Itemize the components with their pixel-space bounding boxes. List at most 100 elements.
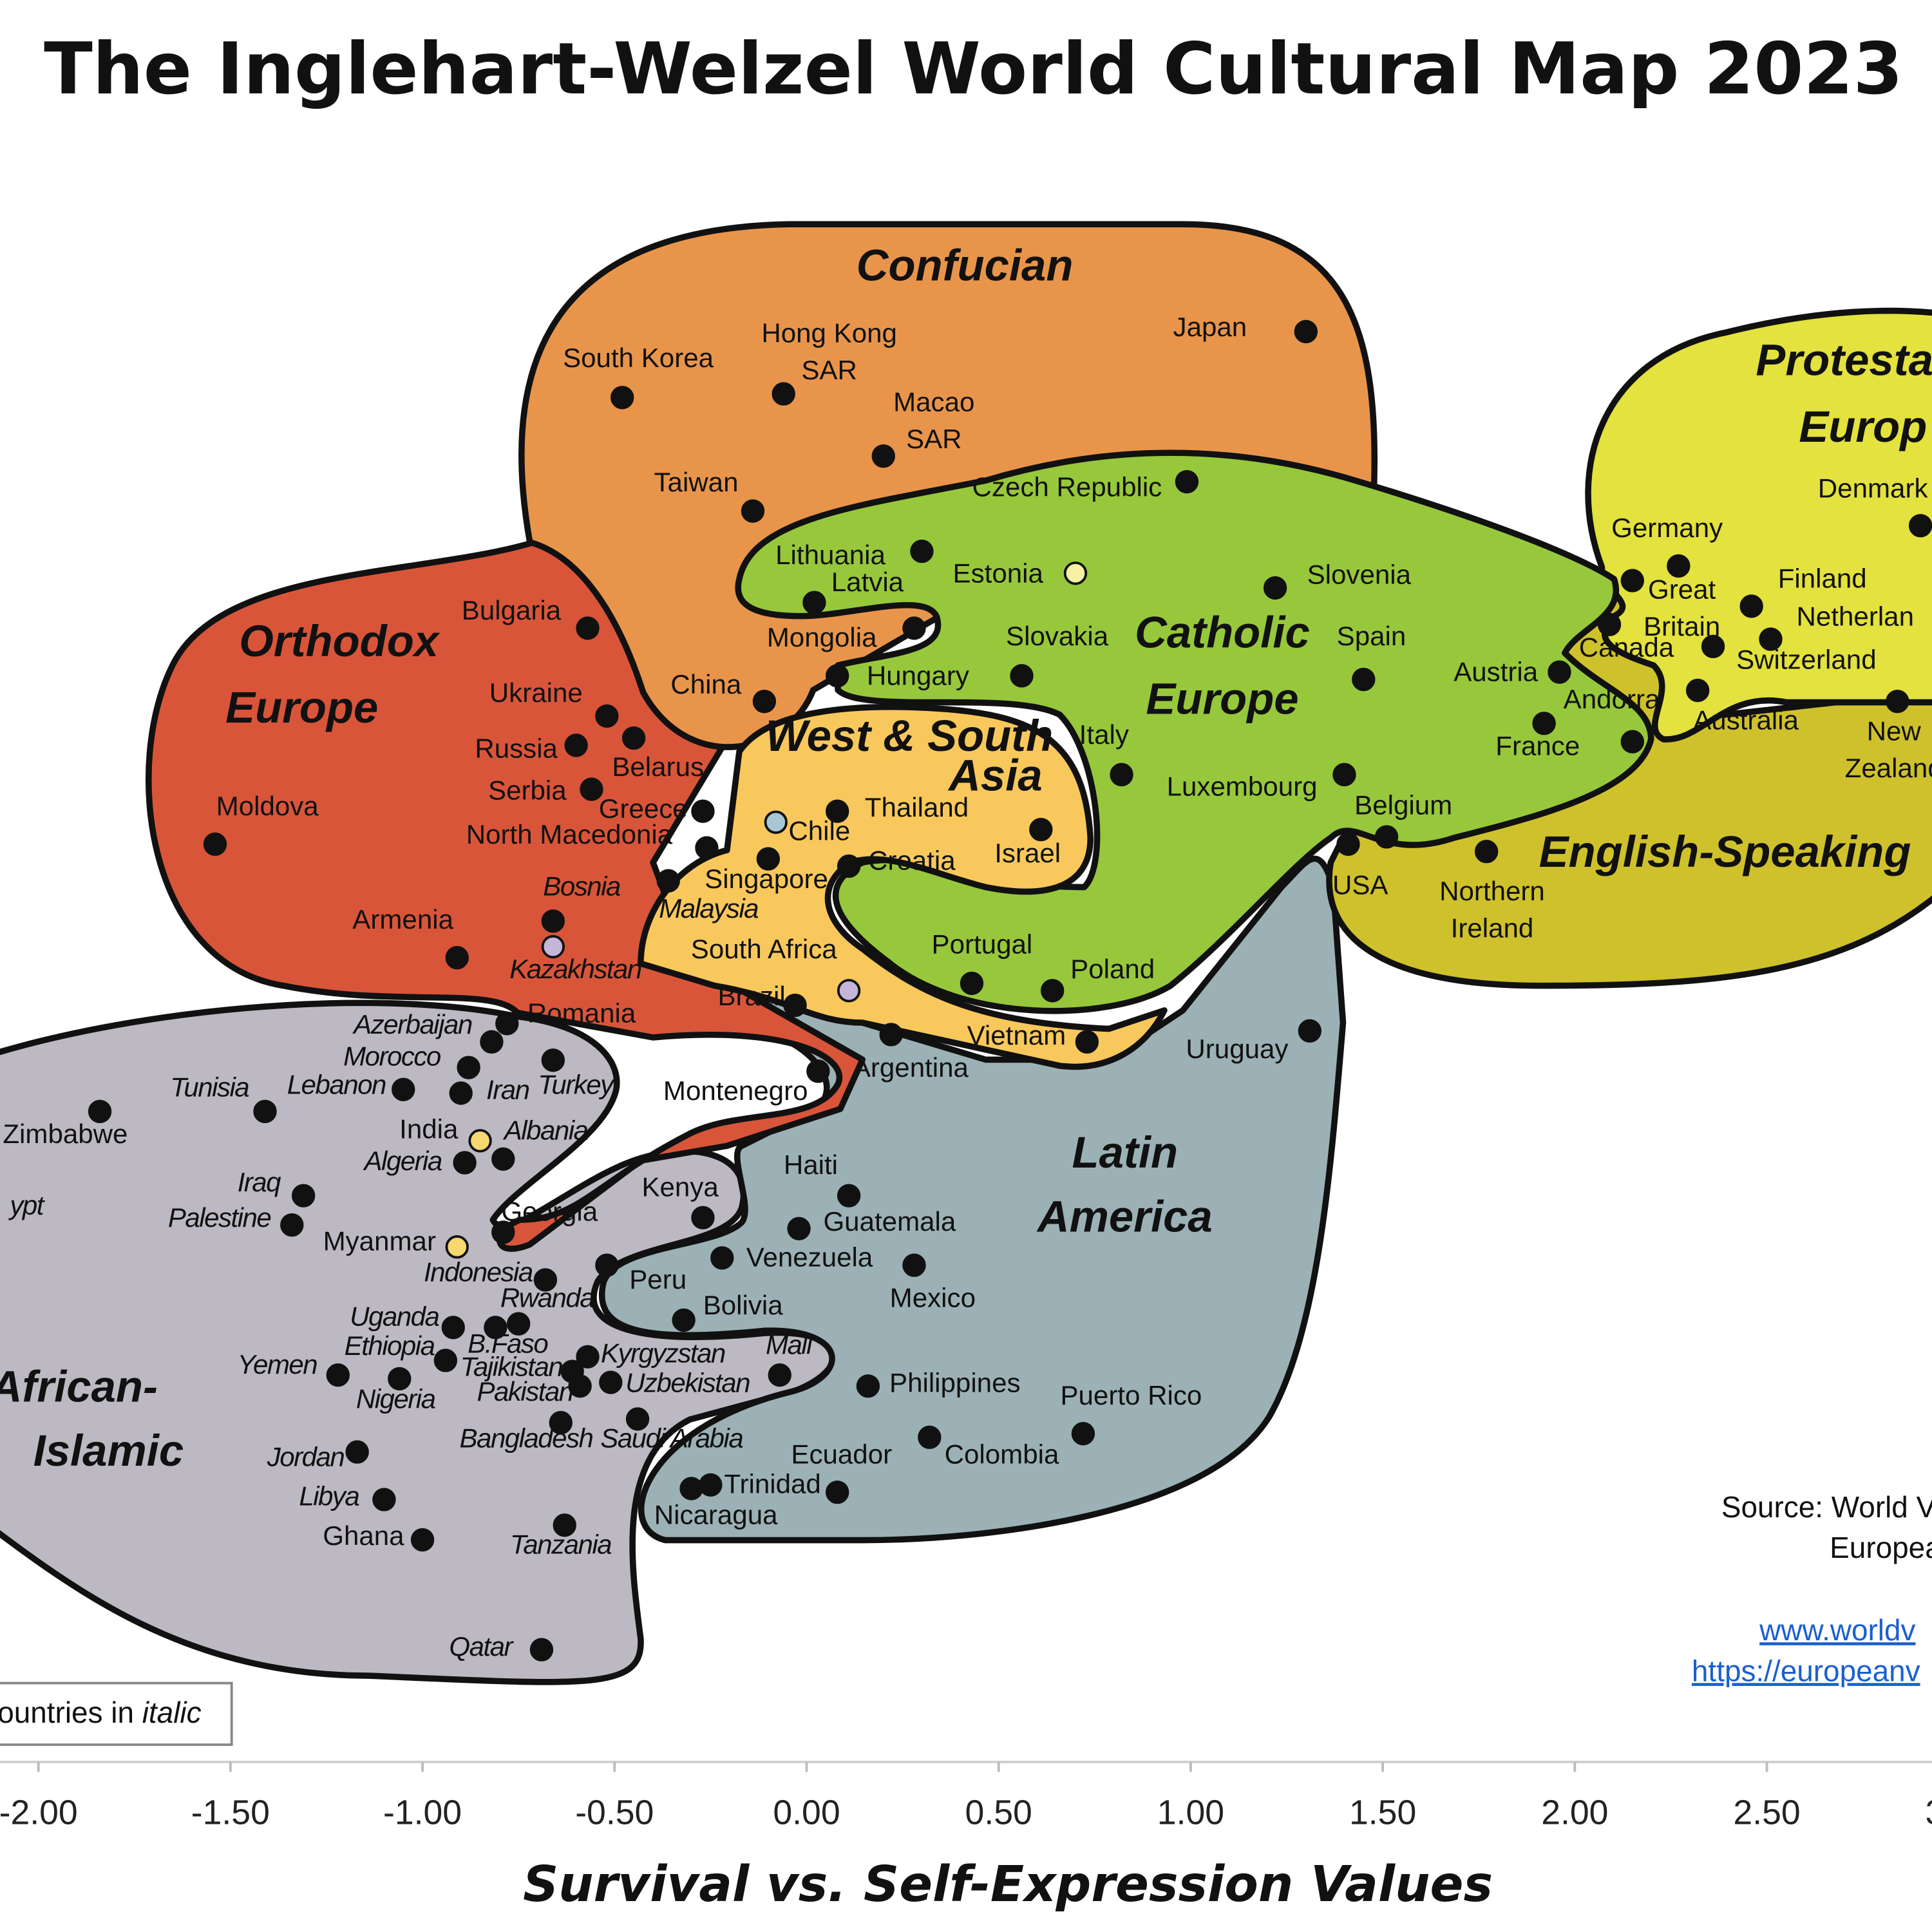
point-label: Kenya	[641, 1171, 719, 1202]
point-label: Bulgaria	[462, 595, 562, 625]
point-label: Britain	[1643, 611, 1720, 641]
point	[441, 1316, 465, 1340]
point	[1667, 554, 1690, 578]
point	[392, 1077, 415, 1101]
point	[468, 1129, 492, 1153]
legend-note-italic: italic	[142, 1696, 202, 1729]
point	[549, 1410, 573, 1435]
point-label: Georgia	[501, 1197, 598, 1227]
zone-label: Asia	[947, 750, 1042, 800]
point	[879, 1023, 903, 1046]
point	[802, 591, 826, 614]
point-label: Czech Republic	[972, 472, 1162, 502]
zone-label: African-	[0, 1361, 158, 1411]
point-label: B.Faso	[468, 1328, 548, 1358]
point	[495, 1012, 519, 1036]
point-label: Russia	[475, 733, 558, 763]
point-label: Spain	[1337, 621, 1406, 651]
point	[1908, 514, 1932, 538]
point	[1597, 612, 1622, 636]
point	[1336, 832, 1360, 857]
point-label: Bolivia	[703, 1290, 784, 1320]
point-label: Kyrgyzstan	[601, 1338, 725, 1368]
point	[960, 971, 984, 996]
point-label: Hong Kong	[761, 318, 897, 348]
x-tick-label: 1.50	[1349, 1794, 1416, 1832]
point	[553, 1513, 576, 1537]
point-label: Slovenia	[1307, 560, 1412, 590]
point-label: Haiti	[784, 1150, 838, 1180]
point-label: Kazakhstan	[509, 954, 641, 984]
point	[826, 799, 849, 823]
zone-label: Europ	[1799, 402, 1927, 451]
legend-note-text: ountries in	[0, 1696, 142, 1729]
point	[595, 1253, 619, 1277]
point-label: Colombia	[945, 1439, 1059, 1470]
point	[449, 1081, 473, 1105]
zone-label: Europe	[1146, 674, 1298, 724]
point	[372, 1488, 396, 1511]
point-label: Uganda	[350, 1301, 439, 1331]
point-label: Jordan	[267, 1441, 345, 1472]
point	[764, 810, 788, 834]
x-tick-label: 1.00	[1157, 1794, 1224, 1832]
point-label: Hungary	[867, 660, 969, 690]
point-label: Estonia	[953, 558, 1044, 589]
point-label: Yemen	[238, 1349, 317, 1379]
point	[568, 1374, 592, 1398]
point-label: SAR	[906, 424, 962, 454]
point	[433, 1349, 458, 1372]
point-label: Ukraine	[489, 677, 583, 708]
point-label: Morocco	[343, 1041, 441, 1072]
point	[1548, 660, 1571, 684]
point-label: Zealand	[1845, 753, 1932, 783]
point	[1332, 762, 1356, 787]
zone-area	[735, 450, 1654, 1014]
point-label: Tajikistan	[460, 1352, 563, 1382]
point-label: Puerto Rico	[1060, 1380, 1202, 1410]
point-label: Argentina	[853, 1052, 969, 1083]
point-label: Brazil	[717, 981, 785, 1011]
x-tick-label: 0.50	[965, 1794, 1032, 1832]
zone-label: Orthodox	[239, 616, 440, 666]
point	[1263, 576, 1287, 600]
x-tick-label: -1.50	[191, 1794, 270, 1832]
point	[826, 664, 849, 688]
point	[1352, 667, 1376, 692]
point-label: Andorra	[1564, 684, 1660, 714]
point-label: Indonesia	[424, 1256, 533, 1287]
point-label: Canada	[1579, 632, 1674, 662]
point-label: Romania	[527, 998, 636, 1028]
point	[902, 1253, 926, 1277]
point-label: Singapore	[705, 864, 828, 894]
point	[752, 689, 777, 714]
point	[388, 1367, 412, 1391]
zone-label: America	[1036, 1191, 1213, 1241]
point	[679, 1477, 703, 1501]
point-label: Pakistan	[477, 1376, 573, 1406]
point-label: Belgium	[1354, 790, 1452, 820]
x-tick-label: 2.00	[1541, 1794, 1608, 1832]
point-label: France	[1495, 730, 1580, 761]
point-label: Uzbekistan	[625, 1368, 750, 1398]
point	[1175, 469, 1199, 494]
point	[410, 1528, 435, 1552]
point-label: Taiwan	[654, 467, 739, 497]
point-label: Libya	[299, 1481, 359, 1511]
point	[599, 1370, 623, 1394]
point-label: Northern	[1439, 876, 1545, 906]
source-link[interactable]: https://europeanv	[1692, 1654, 1920, 1687]
point-label: Nigeria	[356, 1384, 435, 1414]
point	[1474, 840, 1499, 864]
point-label: Bosnia	[543, 871, 620, 902]
point-label: Chile	[788, 815, 850, 846]
source-link[interactable]: www.worldv	[1759, 1613, 1915, 1647]
point	[88, 1099, 112, 1124]
point-label: Zimbabwe	[3, 1119, 128, 1149]
legend-note: ountries in italic	[0, 1696, 202, 1729]
point	[529, 1638, 554, 1662]
point	[253, 1099, 277, 1124]
point-label: Australia	[1693, 705, 1799, 735]
point-label: ypt	[8, 1190, 45, 1220]
